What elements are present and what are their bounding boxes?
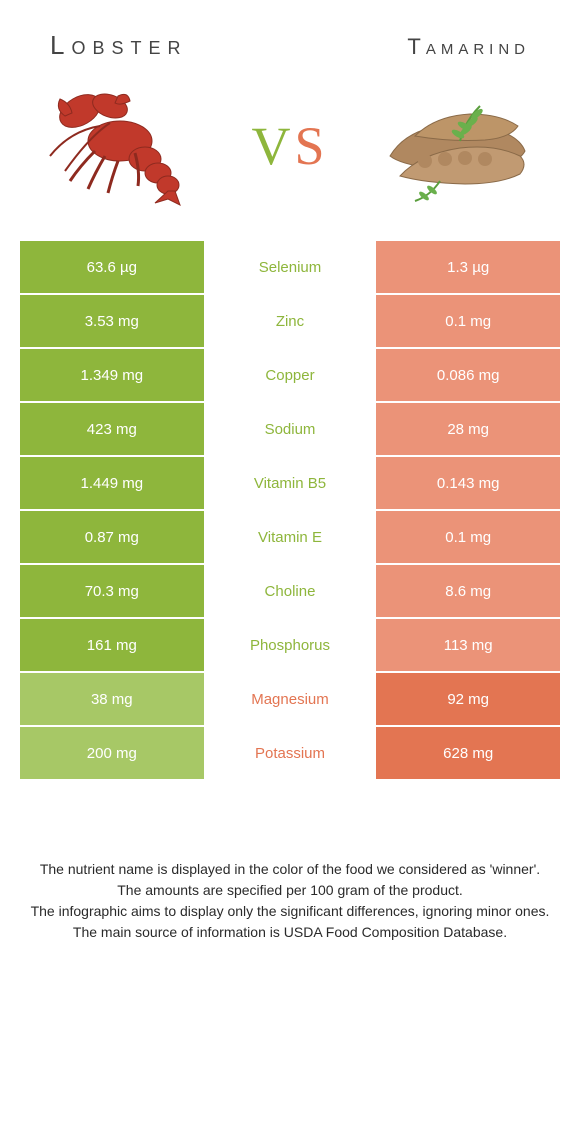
footnote-line: The main source of information is USDA F… [30, 922, 550, 943]
table-row: 70.3 mgCholine8.6 mg [20, 565, 560, 617]
left-value: 0.87 mg [20, 511, 204, 563]
vs-label: VS [251, 115, 328, 177]
right-value: 1.3 µg [376, 241, 560, 293]
table-row: 161 mgPhosphorus113 mg [20, 619, 560, 671]
right-value: 0.143 mg [376, 457, 560, 509]
footnote-line: The nutrient name is displayed in the co… [30, 859, 550, 880]
right-value: 0.1 mg [376, 511, 560, 563]
left-value: 161 mg [20, 619, 204, 671]
right-value: 113 mg [376, 619, 560, 671]
table-row: 38 mgMagnesium92 mg [20, 673, 560, 725]
nutrient-name: Copper [204, 349, 377, 401]
tamarind-icon [370, 86, 540, 206]
left-value: 3.53 mg [20, 295, 204, 347]
nutrient-name: Selenium [204, 241, 377, 293]
footnote-line: The amounts are specified per 100 gram o… [30, 880, 550, 901]
tamarind-image [370, 81, 540, 211]
table-row: 1.449 mgVitamin B50.143 mg [20, 457, 560, 509]
table-row: 63.6 µgSelenium1.3 µg [20, 241, 560, 293]
left-value: 63.6 µg [20, 241, 204, 293]
table-row: 1.349 mgCopper0.086 mg [20, 349, 560, 401]
lobster-image [40, 81, 210, 211]
right-value: 0.1 mg [376, 295, 560, 347]
nutrient-name: Zinc [204, 295, 377, 347]
right-value: 92 mg [376, 673, 560, 725]
nutrient-table: 63.6 µgSelenium1.3 µg3.53 mgZinc0.1 mg1.… [20, 241, 560, 779]
nutrient-name: Phosphorus [204, 619, 377, 671]
table-row: 423 mgSodium28 mg [20, 403, 560, 455]
nutrient-name: Vitamin B5 [204, 457, 377, 509]
right-food-title: Tamarind [407, 34, 530, 60]
nutrient-name: Sodium [204, 403, 377, 455]
nutrient-name: Magnesium [204, 673, 377, 725]
vs-row: VS [20, 81, 560, 211]
right-value: 628 mg [376, 727, 560, 779]
left-value: 1.349 mg [20, 349, 204, 401]
footnote: The nutrient name is displayed in the co… [20, 859, 560, 943]
comparison-infographic: Lobster Tamarind [0, 0, 580, 963]
left-value: 38 mg [20, 673, 204, 725]
lobster-icon [40, 81, 210, 211]
table-row: 0.87 mgVitamin E0.1 mg [20, 511, 560, 563]
table-row: 3.53 mgZinc0.1 mg [20, 295, 560, 347]
right-value: 0.086 mg [376, 349, 560, 401]
left-value: 200 mg [20, 727, 204, 779]
nutrient-name: Choline [204, 565, 377, 617]
left-value: 70.3 mg [20, 565, 204, 617]
footnote-line: The infographic aims to display only the… [30, 901, 550, 922]
nutrient-name: Potassium [204, 727, 377, 779]
header: Lobster Tamarind [20, 20, 560, 81]
vs-s-letter: S [294, 116, 328, 176]
vs-v-letter: V [251, 116, 294, 176]
left-value: 1.449 mg [20, 457, 204, 509]
left-value: 423 mg [20, 403, 204, 455]
right-value: 8.6 mg [376, 565, 560, 617]
left-food-title: Lobster [50, 30, 187, 61]
nutrient-name: Vitamin E [204, 511, 377, 563]
table-row: 200 mgPotassium628 mg [20, 727, 560, 779]
right-value: 28 mg [376, 403, 560, 455]
